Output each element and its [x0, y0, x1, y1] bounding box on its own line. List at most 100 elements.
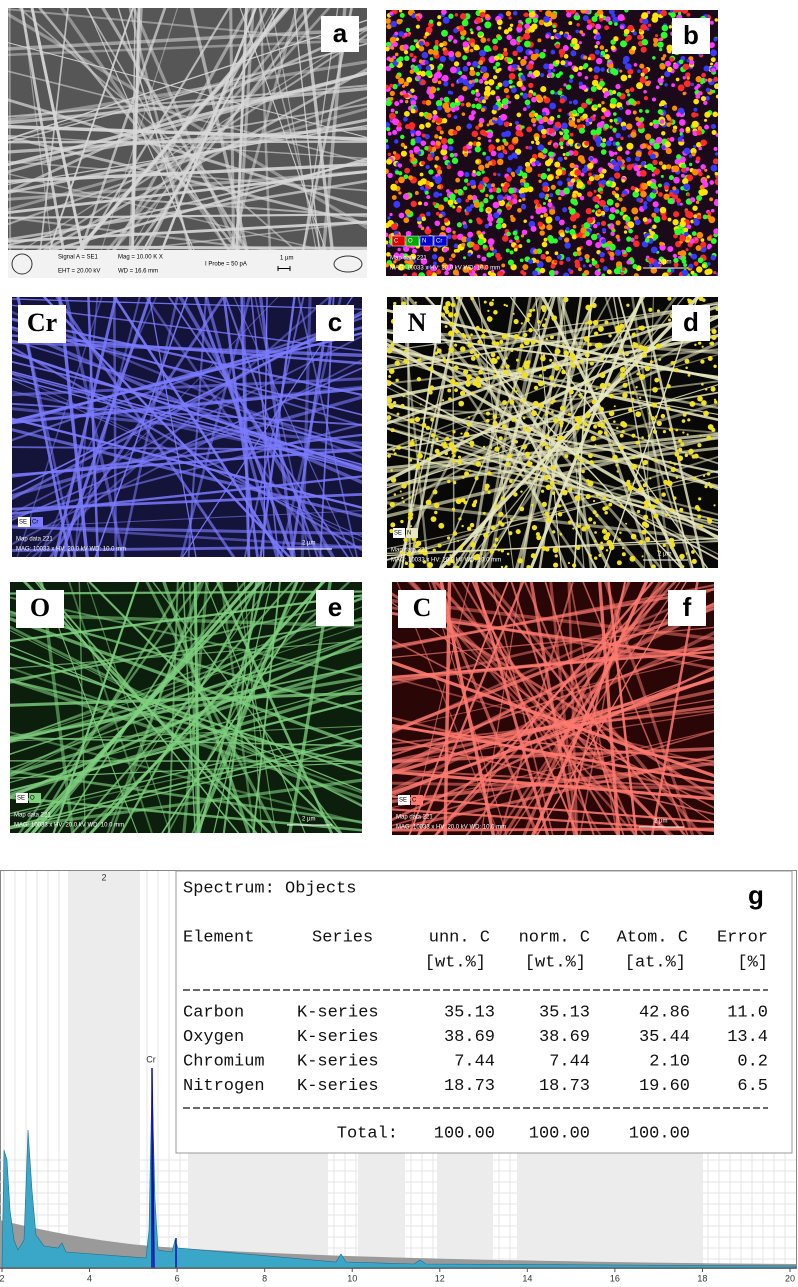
map-dot — [390, 184, 397, 191]
map-dot — [571, 364, 575, 368]
map-dot — [669, 461, 672, 464]
map-dot — [545, 196, 549, 200]
table-cell: 18.73 — [444, 1077, 495, 1096]
map-dot — [436, 212, 440, 216]
map-dot — [506, 232, 511, 237]
map-dot — [680, 442, 684, 446]
map-dot — [488, 139, 491, 142]
map-dot — [660, 10, 666, 16]
map-dot — [621, 166, 624, 169]
map-dot — [698, 497, 701, 500]
map-dot — [389, 368, 395, 374]
map-dot — [513, 492, 517, 496]
map-dot — [520, 400, 522, 402]
map-dot — [649, 122, 653, 126]
map-dot — [454, 365, 459, 370]
map-dot — [710, 42, 715, 47]
map-dot — [614, 22, 618, 26]
map-dot — [391, 223, 398, 230]
map-dot — [661, 131, 665, 135]
map-dot — [395, 111, 398, 114]
map-dot — [548, 142, 552, 146]
map-dot — [600, 258, 605, 263]
map-dot — [580, 173, 584, 177]
map-dot — [621, 250, 624, 253]
map-dot — [697, 215, 702, 220]
map-dot — [621, 193, 625, 197]
map-dot — [704, 269, 710, 275]
map-dot — [411, 439, 414, 442]
map-dot — [433, 247, 438, 252]
map-dot — [568, 487, 572, 491]
map-dot — [559, 88, 562, 91]
map-dot — [658, 109, 663, 114]
map-dot — [476, 354, 480, 358]
map-dot — [682, 431, 684, 433]
map-dot — [451, 58, 454, 61]
map-dot — [503, 48, 507, 52]
map-dot — [543, 49, 546, 52]
map-dot — [602, 228, 606, 232]
map-dot — [553, 562, 558, 567]
map-dot — [568, 268, 572, 272]
map-dot — [554, 161, 560, 167]
total-label: Total: — [337, 1124, 398, 1143]
total-value: 100.00 — [529, 1124, 590, 1143]
map-dot — [576, 23, 580, 27]
map-dot — [601, 425, 605, 429]
map-dot — [564, 156, 567, 159]
map-dot — [555, 122, 561, 128]
map-dot — [471, 356, 476, 361]
map-dot — [480, 37, 486, 43]
map-dot — [469, 70, 475, 76]
map-dot — [628, 408, 632, 412]
map-dot — [529, 112, 535, 118]
map-dot — [691, 271, 695, 275]
map-dot — [479, 456, 482, 459]
map-dot — [574, 169, 581, 176]
map-dot — [575, 455, 579, 459]
map-dot — [607, 269, 612, 274]
panel-letter: b — [683, 20, 699, 50]
map-dot — [516, 113, 521, 118]
map-dot — [654, 168, 660, 174]
map-dot — [680, 221, 686, 227]
map-dot — [424, 146, 428, 150]
map-dot — [708, 356, 713, 361]
map-dot — [696, 201, 699, 204]
map-dot — [542, 323, 546, 327]
map-dot — [397, 446, 401, 450]
map-dot — [485, 379, 487, 381]
map-dot — [637, 510, 640, 513]
map-dot — [542, 308, 546, 312]
map-dot — [631, 434, 635, 438]
map-dot — [621, 272, 624, 275]
map-dot — [473, 381, 478, 386]
map-dot — [475, 92, 480, 97]
map-dot — [676, 198, 681, 203]
map-dot — [568, 139, 574, 145]
figure: abMap data 221MAG: 10033 x HV: 20.0 kV W… — [0, 0, 798, 1287]
map-dot — [692, 559, 697, 564]
map-dot — [613, 36, 618, 41]
map-dot — [635, 156, 640, 161]
scale-bar-label: 2 µm — [654, 819, 667, 825]
map-dot — [448, 51, 454, 57]
map-dot — [619, 107, 622, 110]
map-dot — [711, 165, 718, 172]
map-dot — [600, 541, 603, 544]
map-dot — [712, 90, 716, 94]
map-dot — [449, 322, 454, 327]
map-dot — [457, 171, 463, 177]
map-dot — [566, 227, 570, 231]
map-dot — [699, 434, 701, 436]
element-label: Cr — [27, 308, 57, 337]
map-dot — [508, 144, 514, 150]
map-dot — [622, 430, 625, 433]
map-dot — [523, 219, 526, 222]
map-dot — [484, 81, 488, 85]
map-dot — [454, 189, 458, 193]
map-dot — [678, 256, 681, 259]
map-info: MAG: 10033 x HV: 20.0 kV WD: 10.0 mm — [396, 825, 506, 831]
map-dot — [585, 322, 587, 324]
